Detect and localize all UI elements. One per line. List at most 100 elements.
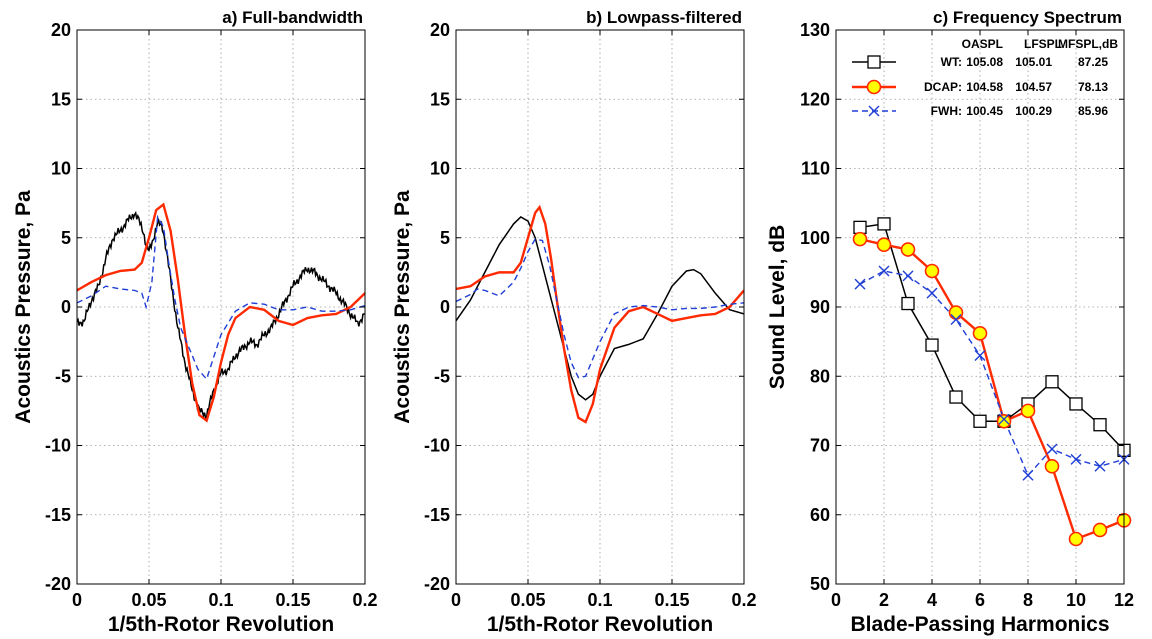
data-point-circle bbox=[1044, 458, 1060, 474]
series-line-1 bbox=[77, 202, 365, 423]
legend-value: 85.96 bbox=[1078, 104, 1108, 118]
legend-value: 105.01 bbox=[1015, 55, 1052, 69]
series-group bbox=[859, 223, 1124, 541]
y-tick-label: -10 bbox=[45, 436, 71, 456]
series-line-2 bbox=[77, 214, 365, 381]
y-axis-label: Sound Level, dB bbox=[766, 225, 789, 390]
x-axis-label: 1/5th-Rotor Revolution bbox=[487, 613, 713, 636]
chart-title: a) Full-bandwidth bbox=[222, 8, 363, 27]
data-point-x bbox=[902, 270, 914, 282]
y-tick-label: -20 bbox=[45, 574, 71, 594]
data-point-x bbox=[854, 278, 866, 290]
y-axis-label: Acoustics Pressure, Pa bbox=[12, 190, 35, 424]
series-group bbox=[77, 202, 365, 423]
data-point-square bbox=[1045, 375, 1059, 389]
data-point-square bbox=[1093, 418, 1107, 432]
x-tick-label: 8 bbox=[1023, 590, 1033, 610]
y-tick-label: 20 bbox=[430, 20, 450, 40]
series-group bbox=[456, 204, 744, 424]
x-tick-label: 0 bbox=[451, 590, 461, 610]
data-point-x bbox=[878, 265, 890, 277]
data-point-x bbox=[1022, 469, 1034, 481]
x-tick-label: 10 bbox=[1066, 590, 1086, 610]
x-tick-label: 0.05 bbox=[510, 590, 545, 610]
chart-panel-1: 0 0.05 0.1 0.15 0.2 -20 -15 -10 -5 0 5 10 15 20 b) Low… bbox=[391, 8, 757, 636]
legend-value: 87.25 bbox=[1078, 55, 1108, 69]
y-tick-label: 120 bbox=[800, 89, 830, 109]
legend-column-header: OASPL bbox=[962, 37, 1003, 51]
legend-marker-square bbox=[867, 55, 881, 69]
data-point-square bbox=[901, 296, 915, 311]
chart-panel-0: 0 0.05 0.1 0.15 0.2 -20 -15 -10 -5 0 5 10 15 20 a) Ful… bbox=[12, 8, 378, 636]
legend-value: 105.08 bbox=[966, 55, 1003, 69]
chart-panel-2: 0 2 4 6 8 10 12 50 60 70 80 90 100 110 120 130 c) Freque… bbox=[766, 8, 1134, 636]
data-point-square bbox=[949, 390, 963, 404]
y-tick-label: -20 bbox=[424, 574, 450, 594]
legend-row-label: FWH: bbox=[931, 104, 962, 118]
data-point-x bbox=[1094, 460, 1106, 472]
data-point-circle bbox=[900, 242, 916, 257]
legend-column-header: MFSPL,dB bbox=[1058, 37, 1118, 51]
data-point-square bbox=[877, 217, 891, 231]
data-point-circle bbox=[948, 305, 964, 320]
data-point-circle bbox=[972, 326, 988, 341]
x-tick-label: 0.2 bbox=[352, 590, 377, 610]
data-point-x bbox=[926, 287, 938, 299]
y-tick-label: 70 bbox=[810, 436, 830, 456]
y-tick-label: -5 bbox=[55, 366, 71, 386]
y-tick-label: 10 bbox=[430, 159, 450, 179]
x-tick-label: 4 bbox=[927, 590, 937, 610]
series-line-1 bbox=[456, 204, 744, 424]
y-tick-label: 0 bbox=[440, 297, 450, 317]
x-tick-label: 0.15 bbox=[654, 590, 689, 610]
data-point-circle bbox=[924, 263, 940, 279]
y-tick-label: 10 bbox=[51, 159, 71, 179]
legend-value: 104.58 bbox=[966, 80, 1003, 94]
data-point-circle bbox=[876, 237, 892, 252]
data-point-x bbox=[1070, 453, 1082, 465]
legend-row-label: WT: bbox=[941, 55, 962, 69]
legend-value: 100.45 bbox=[966, 104, 1003, 118]
series-line-0 bbox=[859, 223, 1124, 451]
x-tick-label: 0.1 bbox=[208, 590, 233, 610]
chart-title: c) Frequency Spectrum bbox=[933, 8, 1122, 27]
data-point-circle bbox=[1020, 403, 1036, 419]
data-point-circle bbox=[1068, 531, 1084, 547]
data-point-circle bbox=[852, 231, 868, 247]
data-point-square bbox=[973, 414, 987, 428]
y-tick-label: 5 bbox=[61, 228, 71, 248]
y-tick-label: 15 bbox=[51, 89, 71, 109]
series-line-0 bbox=[77, 210, 365, 419]
y-tick-label: -5 bbox=[434, 366, 450, 386]
x-axis-label: Blade-Passing Harmonics bbox=[850, 613, 1109, 636]
series-line-0 bbox=[456, 216, 744, 401]
x-tick-label: 6 bbox=[975, 590, 985, 610]
series-line-2 bbox=[859, 270, 1124, 477]
x-tick-label: 0.15 bbox=[275, 590, 310, 610]
y-tick-label: -10 bbox=[424, 436, 450, 456]
x-tick-label: 12 bbox=[1114, 590, 1134, 610]
y-tick-label: 60 bbox=[810, 505, 830, 525]
legend-row-label: DCAP: bbox=[924, 80, 962, 94]
x-tick-label: 0.05 bbox=[131, 590, 166, 610]
x-axis-label: 1/5th-Rotor Revolution bbox=[108, 613, 334, 636]
x-tick-label: 0 bbox=[831, 590, 841, 610]
y-tick-label: 15 bbox=[430, 89, 450, 109]
data-point-x bbox=[998, 413, 1010, 425]
y-tick-label: 5 bbox=[440, 228, 450, 248]
series-line-2 bbox=[456, 238, 744, 379]
legend-value: 78.13 bbox=[1078, 80, 1108, 94]
x-tick-label: 0 bbox=[72, 590, 82, 610]
y-tick-label: 80 bbox=[810, 366, 830, 386]
x-tick-label: 2 bbox=[879, 590, 889, 610]
y-axis-label: Acoustics Pressure, Pa bbox=[391, 190, 414, 424]
y-tick-label: 20 bbox=[51, 20, 71, 40]
chart-title: b) Lowpass-filtered bbox=[586, 8, 742, 27]
y-tick-label: 90 bbox=[810, 297, 830, 317]
y-tick-label: 110 bbox=[801, 159, 830, 179]
x-tick-label: 0.1 bbox=[587, 590, 612, 610]
legend-column-header: LFSPL bbox=[1024, 37, 1062, 51]
y-tick-label: 50 bbox=[810, 574, 830, 594]
